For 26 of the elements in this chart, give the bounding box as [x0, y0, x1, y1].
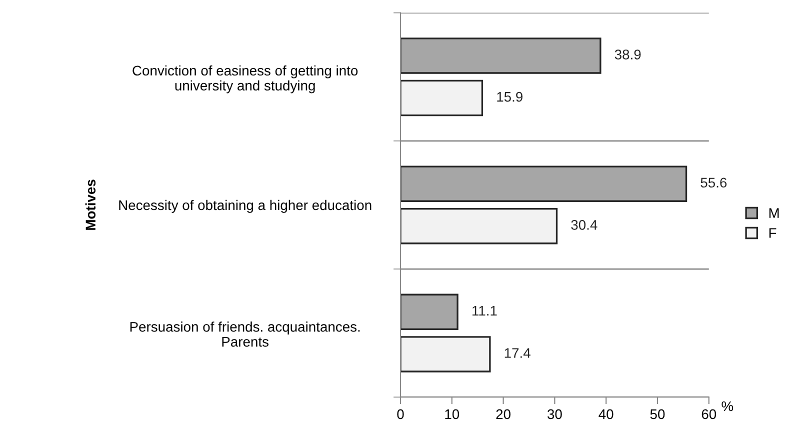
y-tick-label: Necessity of obtaining a higher education [119, 200, 372, 213]
data-label: 55.6 [700, 178, 727, 188]
data-label: 11.1 [472, 306, 497, 316]
legend-label: M [769, 208, 779, 218]
bar [400, 208, 558, 244]
x-tick-label: 50 [650, 409, 665, 420]
bar [400, 336, 491, 372]
bar [400, 38, 602, 74]
x-tick-label: 0 [397, 409, 404, 420]
x-tick-label: 40 [598, 409, 614, 420]
x-tick-label: 30 [548, 409, 562, 420]
legend-label: F [769, 228, 776, 238]
data-label: 38.9 [614, 50, 641, 60]
x-tick-label: 60 [702, 409, 716, 420]
data-label: 30.4 [571, 220, 598, 230]
bar [400, 80, 484, 116]
bar [400, 294, 458, 330]
y-tick-label: Persuasion of friends. acquaintances. Parents [130, 322, 360, 347]
data-label: 15.9 [497, 92, 522, 102]
x-tick-label: 10 [445, 409, 460, 420]
x-axis-title: % [722, 401, 734, 412]
bar [400, 166, 688, 202]
y-axis-title: Motives [85, 180, 96, 230]
x-tick-label: 20 [496, 409, 510, 420]
data-label: 17.4 [504, 348, 530, 358]
y-tick-label: Conviction of easiness of getting into university and studying [132, 65, 358, 94]
